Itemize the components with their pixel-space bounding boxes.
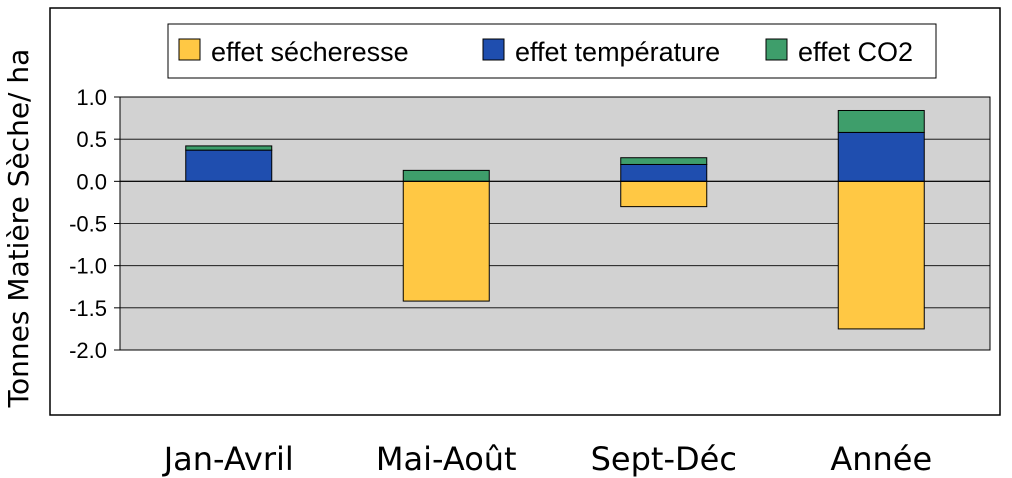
y-axis-label: Tonnes Matière Sèche/ ha [2,49,35,409]
legend: effet sécheresse effet température effet C… [167,23,937,79]
x-axis-categories: Jan-Avril Mai-Août Sept-Déc Année [162,440,932,478]
legend-label: effet température [515,37,720,67]
bar-segment [185,145,273,151]
bar-segment [837,180,925,330]
y-tick-label: -1.0 [69,254,107,279]
bar-segment [185,149,273,182]
legend-items: effet sécheresse effet température effet C… [178,37,913,67]
legend-swatch [765,38,788,61]
y-tick-label: 0.5 [76,127,107,152]
y-tick-label: 1.0 [76,85,107,110]
y-tick-label: -2.0 [69,338,107,363]
bar-segment [837,131,925,182]
y-axis-ticks: 1.0 0.5 0.0 -0.5 -1.0 -1.5 -2.0 [69,85,120,363]
legend-swatch [178,38,201,61]
bar-segment [402,180,490,302]
x-category-label: Mai-Août [376,440,517,478]
y-tick-label: -1.5 [69,296,107,321]
bar-segment [837,109,925,133]
y-tick-label: -0.5 [69,212,107,237]
legend-swatch [482,38,505,61]
legend-label: effet sécheresse [211,37,409,67]
bar-segment [402,169,490,182]
x-category-label: Sept-Déc [591,440,737,478]
bar-segment [620,163,708,182]
legend-box [167,23,937,79]
bars [185,109,925,330]
bar-segment [620,157,708,165]
legend-label: effet CO2 [798,37,913,67]
x-category-label: Jan-Avril [162,440,294,478]
bar-segment [620,180,708,208]
x-category-label: Année [830,440,932,478]
y-tick-label: 0.0 [76,169,107,194]
